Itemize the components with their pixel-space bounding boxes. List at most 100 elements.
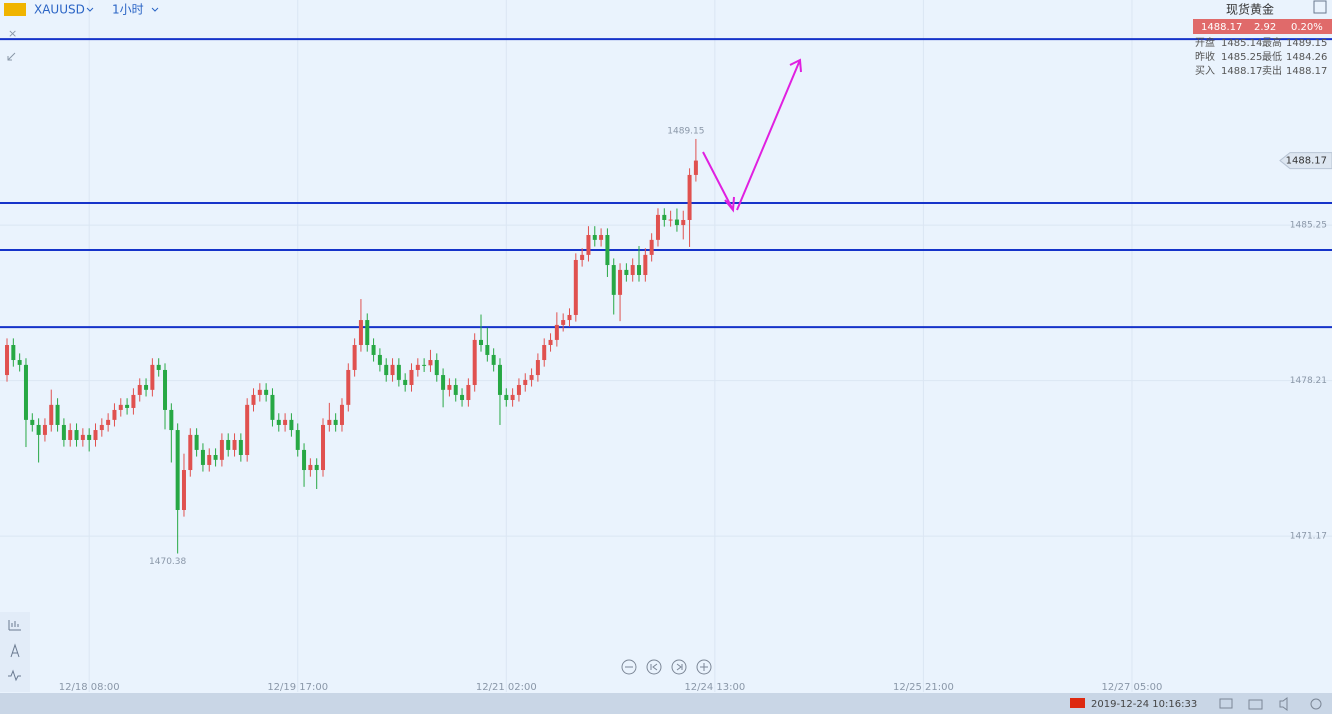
- candle-body: [561, 320, 566, 325]
- candle-body: [472, 339, 477, 385]
- candle-body: [365, 320, 370, 346]
- candle-body: [510, 394, 515, 401]
- y-tick-label: 1478.21: [1290, 376, 1327, 386]
- candle-body: [226, 439, 231, 450]
- window-icon[interactable]: [1219, 698, 1233, 709]
- candle-body: [188, 434, 193, 471]
- settings-icon[interactable]: [1310, 698, 1322, 710]
- quote-cell: 1485.25: [1221, 52, 1262, 63]
- candle-body: [447, 384, 452, 390]
- quote-cell: 昨收: [1195, 50, 1215, 63]
- quote-price: 1488.17: [1201, 22, 1242, 33]
- grid: 1471.17 1478.21 1485.25 12/18 08:00 12/19 17…: [0, 0, 1332, 693]
- price-tag-label: 1488.17: [1286, 156, 1327, 167]
- candle-body: [163, 369, 168, 410]
- zoom-in[interactable]: [696, 659, 712, 675]
- candle-body: [99, 424, 104, 431]
- zoom-out[interactable]: [621, 659, 637, 675]
- draw-icon[interactable]: [10, 643, 20, 658]
- candle-body: [358, 320, 363, 346]
- quote-cell: 最低: [1262, 50, 1282, 63]
- candle-body: [693, 160, 698, 175]
- candle-body: [11, 345, 16, 361]
- candle-body: [523, 379, 528, 385]
- nav-controls: [621, 659, 712, 675]
- candles: [5, 138, 698, 554]
- extreme-label: 1489.15: [667, 126, 704, 136]
- candle-body: [87, 434, 92, 440]
- candle-body: [137, 384, 142, 395]
- quote-name: 现货黄金: [1226, 2, 1274, 17]
- candle-body: [295, 430, 300, 450]
- quote-cell: 开盘: [1195, 36, 1215, 49]
- candle-body: [80, 434, 85, 440]
- indicator-icon[interactable]: [8, 620, 21, 631]
- candle-body: [327, 419, 332, 425]
- candle-body: [314, 464, 319, 471]
- panel-icon[interactable]: [1313, 0, 1327, 14]
- symbol-icon: [4, 3, 26, 16]
- camera-icon[interactable]: [1248, 699, 1263, 710]
- candle-body: [219, 439, 224, 460]
- candle-body: [516, 384, 521, 395]
- candle-body: [554, 324, 559, 340]
- candle-body: [491, 354, 496, 365]
- candle-body: [175, 430, 180, 510]
- candle-body: [276, 419, 281, 425]
- candle-body: [681, 219, 686, 226]
- candle-body: [194, 434, 199, 450]
- candle-body: [384, 364, 389, 376]
- candle-body: [42, 424, 47, 435]
- candle-body: [548, 339, 553, 346]
- candle-body: [23, 364, 28, 420]
- candle-body: [460, 394, 465, 401]
- dropdown[interactable]: [86, 7, 94, 12]
- candle-body: [453, 384, 458, 395]
- quote-cell: 1484.26: [1286, 52, 1327, 63]
- candle-body: [624, 269, 629, 275]
- candle-body: [264, 389, 269, 395]
- candle-body: [668, 219, 673, 221]
- x-tick-label: 12/18 08:00: [59, 682, 120, 693]
- candle-body: [605, 235, 610, 266]
- candle-body: [238, 439, 243, 456]
- levels: [0, 38, 1332, 329]
- candle-body: [649, 239, 654, 255]
- candle-body: [289, 419, 294, 431]
- expand-icon[interactable]: [7, 52, 16, 61]
- close-icon[interactable]: ×: [8, 27, 17, 40]
- wave-icon[interactable]: [8, 669, 21, 682]
- candle-body: [245, 404, 250, 456]
- candle-body: [466, 384, 471, 401]
- dropdown[interactable]: [151, 7, 159, 12]
- candle-body: [618, 269, 623, 295]
- candle-body: [428, 360, 433, 366]
- sound-icon[interactable]: [1279, 697, 1288, 711]
- candle-body: [30, 419, 35, 425]
- candle-body: [207, 455, 212, 465]
- arrow-down: [702, 151, 735, 213]
- candle-body: [611, 265, 616, 295]
- candle-body: [213, 455, 218, 460]
- datetime: 2019-12-24 10:16:33: [1091, 699, 1197, 710]
- candle-body: [232, 439, 237, 450]
- candle-body: [637, 265, 642, 275]
- quote-rows: 开盘 1485.14 最高 1489.15 昨收 1485.25 最低 1484.26 买入 14…: [1195, 36, 1327, 77]
- last[interactable]: [671, 659, 687, 675]
- candle-body: [283, 419, 288, 425]
- candle-body: [352, 345, 357, 370]
- first[interactable]: [646, 659, 662, 675]
- symbol[interactable]: XAUUSD: [34, 3, 85, 17]
- candle-body: [485, 345, 490, 355]
- candle-body: [504, 394, 509, 401]
- extreme-label: 1470.38: [149, 557, 186, 567]
- interval[interactable]: 1小时: [112, 3, 144, 17]
- candle-body: [592, 235, 597, 240]
- candle-body: [125, 404, 130, 408]
- candle-body: [586, 235, 591, 255]
- candle-body: [74, 430, 79, 440]
- quote-cell: 1485.14: [1221, 38, 1262, 49]
- candle-body: [5, 345, 10, 376]
- candle-body: [371, 345, 376, 355]
